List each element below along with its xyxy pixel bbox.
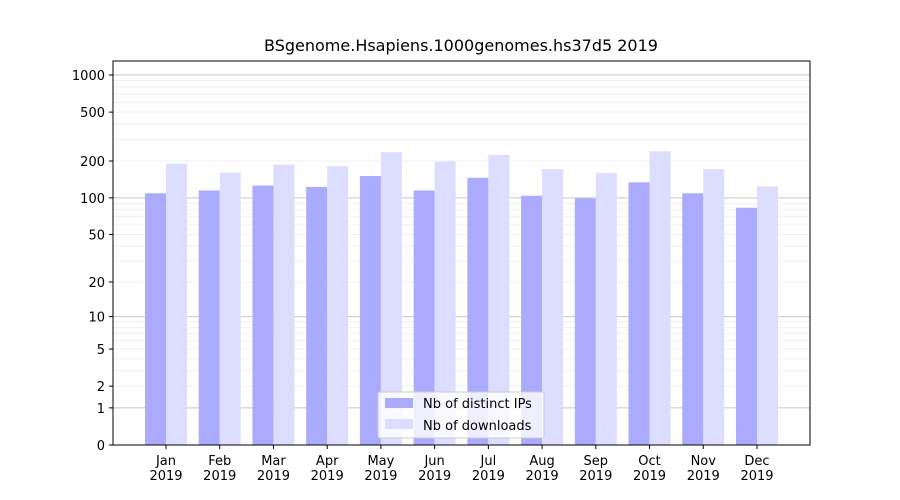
legend-box (377, 391, 545, 439)
x-tick-label: Jun (423, 454, 444, 469)
x-tick-label: Nov (691, 454, 717, 469)
x-axis: Jan2019Feb2019Mar2019Apr2019May2019Jun20… (149, 445, 774, 484)
y-tick-label: 10 (88, 311, 105, 326)
bar-distinct-ips (306, 186, 328, 446)
bar-distinct-ips (198, 190, 220, 445)
x-tick-label: 2019 (526, 469, 559, 484)
bar-distinct-ips (467, 177, 489, 445)
y-tick-label: 0 (97, 439, 105, 454)
x-tick-label: Feb (208, 454, 231, 469)
x-tick-label: 2019 (740, 469, 773, 484)
y-tick-label: 50 (88, 228, 105, 243)
plot-frame (112, 60, 811, 446)
bar-downloads (595, 172, 617, 446)
bar-distinct-ips (252, 185, 274, 445)
y-tick-label: 1000 (72, 69, 105, 84)
bar-downloads (649, 151, 671, 445)
x-tick-label: May (367, 454, 394, 469)
chart-title: BSgenome.Hsapiens.1000genomes.hs37d5 201… (264, 36, 658, 55)
bar-distinct-ips (574, 198, 596, 445)
bar-downloads (219, 172, 241, 445)
x-tick-label: 2019 (203, 469, 236, 484)
x-tick-label: 2019 (633, 469, 666, 484)
bar-downloads (542, 169, 564, 446)
x-tick-label: Apr (316, 454, 339, 469)
legend-label-ips: Nb of distinct IPs (423, 397, 532, 412)
x-tick-label: Oct (638, 454, 660, 469)
bar-distinct-ips (145, 193, 166, 445)
y-tick-label: 500 (80, 106, 105, 121)
legend: Nb of distinct IPs Nb of downloads (377, 391, 545, 439)
bar-downloads (327, 166, 349, 445)
x-tick-label: Jul (480, 454, 497, 469)
bar-downloads (488, 154, 510, 446)
x-tick-label: 2019 (311, 469, 344, 484)
legend-swatch-downloads (385, 419, 413, 429)
bar-downloads (380, 152, 402, 445)
bars (145, 151, 778, 446)
bar-distinct-ips (628, 182, 650, 445)
y-tick-label: 100 (80, 192, 105, 207)
x-tick-label: 2019 (149, 469, 182, 484)
x-tick-label: 2019 (364, 469, 397, 484)
x-tick-label: Aug (529, 454, 554, 469)
bar-distinct-ips (413, 190, 435, 445)
legend-label-downloads: Nb of downloads (423, 419, 532, 434)
x-tick-label: Jan (155, 454, 176, 469)
legend-swatch-ips (385, 398, 413, 408)
bar-distinct-ips (521, 195, 543, 445)
y-tick-label: 200 (80, 155, 105, 170)
y-tick-label: 2 (97, 380, 105, 395)
bar-downloads (434, 161, 456, 446)
y-tick-label: 1 (97, 402, 105, 417)
bar-distinct-ips (359, 175, 381, 445)
x-tick-label: 2019 (472, 469, 505, 484)
x-tick-label: 2019 (418, 469, 451, 484)
bar-distinct-ips (736, 207, 757, 445)
bar-distinct-ips (682, 193, 704, 445)
bar-downloads (166, 163, 187, 445)
y-tick-label: 5 (97, 343, 105, 358)
x-tick-label: 2019 (257, 469, 290, 484)
x-tick-label: Sep (584, 454, 609, 469)
bar-downloads (757, 186, 778, 445)
bar-downloads (703, 169, 725, 446)
x-tick-label: Mar (261, 454, 286, 469)
x-tick-label: Dec (744, 454, 769, 469)
y-axis: 0 1 2 5 10 20 50 100 200 500 1000 (72, 69, 113, 454)
y-tick-label: 20 (88, 276, 105, 291)
bar-downloads (273, 164, 295, 445)
x-tick-label: 2019 (579, 469, 612, 484)
x-tick-label: 2019 (687, 469, 720, 484)
